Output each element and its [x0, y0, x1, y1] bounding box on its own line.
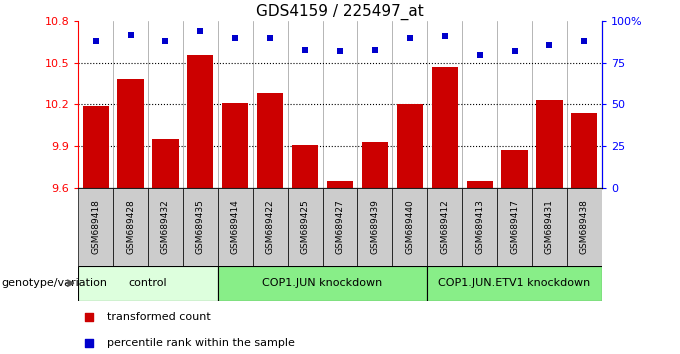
Bar	[466, 181, 493, 188]
Text: GSM689413: GSM689413	[475, 199, 484, 254]
Text: GSM689439: GSM689439	[371, 199, 379, 254]
Point	[125, 32, 136, 38]
Bar	[292, 145, 318, 188]
Point	[83, 341, 94, 346]
Point	[335, 48, 345, 54]
Bar	[362, 142, 388, 188]
Point	[369, 47, 380, 52]
Bar	[501, 150, 528, 188]
Bar	[82, 106, 109, 188]
Text: COP1.JUN knockdown: COP1.JUN knockdown	[262, 278, 383, 288]
Bar	[537, 100, 562, 188]
Text: control: control	[129, 278, 167, 288]
Text: GSM689440: GSM689440	[405, 199, 414, 254]
Bar	[152, 139, 179, 188]
Bar	[78, 266, 218, 301]
Text: GSM689427: GSM689427	[335, 199, 345, 254]
Point	[579, 38, 590, 44]
Bar	[288, 188, 322, 266]
Text: GSM689414: GSM689414	[231, 199, 240, 254]
Bar	[497, 188, 532, 266]
Text: GSM689432: GSM689432	[161, 199, 170, 254]
Bar	[427, 266, 602, 301]
Bar	[187, 55, 214, 188]
Point	[439, 33, 450, 39]
Point	[90, 38, 101, 44]
Title: GDS4159 / 225497_at: GDS4159 / 225497_at	[256, 4, 424, 20]
Bar	[567, 188, 602, 266]
Text: GSM689428: GSM689428	[126, 199, 135, 254]
Point	[544, 42, 555, 47]
Bar	[358, 188, 392, 266]
Bar	[327, 181, 353, 188]
Text: COP1.JUN.ETV1 knockdown: COP1.JUN.ETV1 knockdown	[439, 278, 591, 288]
Text: genotype/variation: genotype/variation	[1, 278, 107, 288]
Bar	[78, 188, 113, 266]
Text: GSM689438: GSM689438	[580, 199, 589, 254]
Text: GSM689417: GSM689417	[510, 199, 519, 254]
Bar	[183, 188, 218, 266]
Text: GSM689422: GSM689422	[266, 199, 275, 254]
Text: GSM689418: GSM689418	[91, 199, 100, 254]
Bar	[396, 104, 423, 188]
Text: GSM689425: GSM689425	[301, 199, 309, 254]
Bar	[392, 188, 427, 266]
Bar	[462, 188, 497, 266]
Point	[265, 35, 275, 41]
Text: GSM689431: GSM689431	[545, 199, 554, 254]
Bar	[427, 188, 462, 266]
Bar	[118, 80, 143, 188]
Bar	[222, 103, 248, 188]
Point	[509, 48, 520, 54]
Bar	[532, 188, 567, 266]
Bar	[253, 188, 288, 266]
Text: GSM689435: GSM689435	[196, 199, 205, 254]
Point	[405, 35, 415, 41]
Bar	[218, 266, 427, 301]
Point	[230, 35, 241, 41]
Point	[83, 314, 94, 320]
Text: GSM689412: GSM689412	[440, 199, 449, 254]
Bar	[257, 93, 284, 188]
Point	[160, 38, 171, 44]
Bar	[218, 188, 253, 266]
Bar	[322, 188, 358, 266]
Point	[195, 28, 206, 34]
Bar	[571, 113, 598, 188]
Bar	[148, 188, 183, 266]
Text: percentile rank within the sample: percentile rank within the sample	[107, 338, 295, 348]
Point	[474, 52, 485, 57]
Text: transformed count: transformed count	[107, 312, 211, 322]
Point	[300, 47, 311, 52]
Bar	[432, 67, 458, 188]
Bar	[113, 188, 148, 266]
